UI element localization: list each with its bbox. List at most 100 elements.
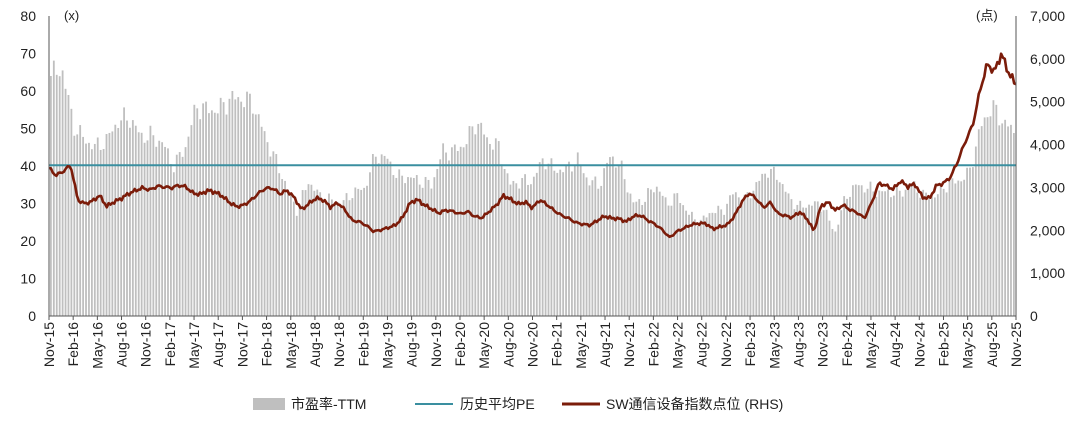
pe-bar bbox=[85, 143, 87, 316]
pe-bar bbox=[901, 196, 904, 316]
pe-bar bbox=[793, 209, 796, 316]
legend-label-average-pe: 历史平均PE bbox=[460, 396, 535, 412]
pe-bar bbox=[79, 125, 82, 316]
pe-bar bbox=[732, 194, 734, 316]
pe-bar bbox=[550, 158, 553, 316]
pe-bar bbox=[805, 207, 807, 316]
pe-bar bbox=[307, 184, 310, 316]
x-tick-label: Aug-17 bbox=[210, 322, 226, 367]
pe-bar bbox=[878, 190, 881, 316]
pe-bar bbox=[348, 200, 351, 316]
pe-bar bbox=[910, 185, 913, 316]
left-axis-unit: (x) bbox=[64, 8, 79, 23]
pe-bar bbox=[892, 195, 895, 316]
pe-bar bbox=[319, 192, 322, 316]
pe-bar bbox=[655, 186, 658, 316]
pe-bar bbox=[828, 220, 831, 316]
pe-bar bbox=[161, 142, 164, 316]
pe-bar bbox=[1001, 123, 1004, 316]
x-tick-label: Nov-25 bbox=[1008, 322, 1024, 367]
pe-bar bbox=[898, 190, 901, 316]
pe-bar bbox=[881, 191, 884, 316]
pe-bar bbox=[977, 129, 980, 316]
pe-bar bbox=[392, 175, 395, 316]
pe-bar bbox=[679, 203, 682, 316]
pe-bar bbox=[254, 114, 257, 316]
pe-bar bbox=[93, 143, 96, 316]
pe-bar bbox=[295, 215, 298, 316]
pe-bar bbox=[134, 125, 137, 316]
pe-bar bbox=[568, 161, 570, 316]
pe-bar bbox=[170, 164, 172, 316]
pe-bar bbox=[632, 202, 635, 316]
pe-bar bbox=[942, 188, 945, 316]
pe-bar bbox=[389, 161, 392, 316]
pe-bar bbox=[734, 192, 737, 316]
right-tick-label: 4,000 bbox=[1030, 137, 1065, 153]
pe-bar bbox=[506, 173, 509, 316]
x-tick-label: Aug-22 bbox=[694, 322, 710, 367]
pe-bar bbox=[515, 183, 518, 316]
pe-ttm-bars bbox=[50, 60, 1015, 317]
pe-bar bbox=[298, 204, 301, 316]
pe-bar bbox=[980, 126, 983, 316]
pe-bar bbox=[453, 144, 456, 316]
pe-bar bbox=[456, 150, 459, 316]
pe-bar bbox=[518, 188, 521, 316]
x-tick-label: May-22 bbox=[670, 322, 686, 369]
x-tick-label: Feb-17 bbox=[162, 322, 178, 367]
pe-bar bbox=[325, 200, 327, 316]
x-tick-label: Nov-24 bbox=[911, 322, 927, 367]
pe-bar bbox=[205, 101, 207, 316]
pe-bar bbox=[114, 124, 117, 316]
pe-bar bbox=[752, 190, 755, 316]
pe-bar bbox=[468, 126, 471, 316]
pe-bar bbox=[199, 119, 202, 317]
pe-bar bbox=[556, 172, 559, 316]
pe-bar bbox=[916, 192, 919, 316]
pe-bar bbox=[767, 177, 769, 316]
pe-bar bbox=[471, 126, 474, 316]
pe-bar bbox=[837, 224, 840, 316]
pe-bar bbox=[676, 193, 679, 316]
pe-bar bbox=[600, 185, 603, 316]
pe-bar bbox=[398, 169, 401, 316]
pe-bar bbox=[96, 137, 99, 316]
pe-bar bbox=[249, 93, 251, 316]
pe-bar bbox=[260, 126, 263, 316]
pe-bar bbox=[904, 189, 907, 316]
pe-bar bbox=[787, 193, 790, 316]
pe-bar bbox=[720, 209, 723, 316]
right-axis-unit: (点) bbox=[976, 8, 998, 23]
pe-bar bbox=[58, 76, 61, 316]
pe-bar bbox=[530, 184, 532, 316]
left-tick-label: 30 bbox=[20, 196, 36, 212]
pe-bar bbox=[890, 197, 892, 316]
pe-bar bbox=[509, 184, 512, 316]
pe-bar bbox=[105, 134, 108, 316]
x-tick-label: May-21 bbox=[573, 322, 589, 369]
legend: 市盈率-TTM 历史平均PE SW通信设备指数点位 (RHS) bbox=[253, 396, 783, 412]
pe-bar bbox=[846, 198, 848, 316]
pe-bar bbox=[76, 134, 79, 316]
x-tick-label: Feb-19 bbox=[355, 322, 371, 367]
pe-bar bbox=[743, 194, 746, 316]
pe-bar bbox=[123, 107, 125, 317]
pe-bar bbox=[895, 185, 898, 316]
pe-bar bbox=[108, 132, 111, 316]
pe-bar bbox=[374, 156, 377, 316]
pe-bar bbox=[175, 154, 178, 316]
pe-bar bbox=[755, 182, 758, 316]
pe-bar bbox=[705, 217, 708, 316]
pe-bar bbox=[357, 188, 360, 316]
x-tick-label: Aug-20 bbox=[500, 322, 516, 367]
pe-bar bbox=[644, 201, 646, 316]
pe-bar bbox=[764, 173, 766, 316]
x-tick-label: May-25 bbox=[960, 322, 976, 369]
x-tick-label: Feb-18 bbox=[259, 322, 275, 367]
pe-bar bbox=[527, 184, 529, 316]
pe-bar bbox=[571, 171, 573, 316]
pe-bar bbox=[819, 211, 822, 316]
pe-bar bbox=[111, 131, 114, 316]
pe-bar bbox=[102, 149, 105, 316]
